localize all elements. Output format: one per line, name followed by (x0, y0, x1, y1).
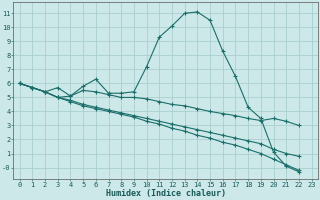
X-axis label: Humidex (Indice chaleur): Humidex (Indice chaleur) (106, 189, 226, 198)
